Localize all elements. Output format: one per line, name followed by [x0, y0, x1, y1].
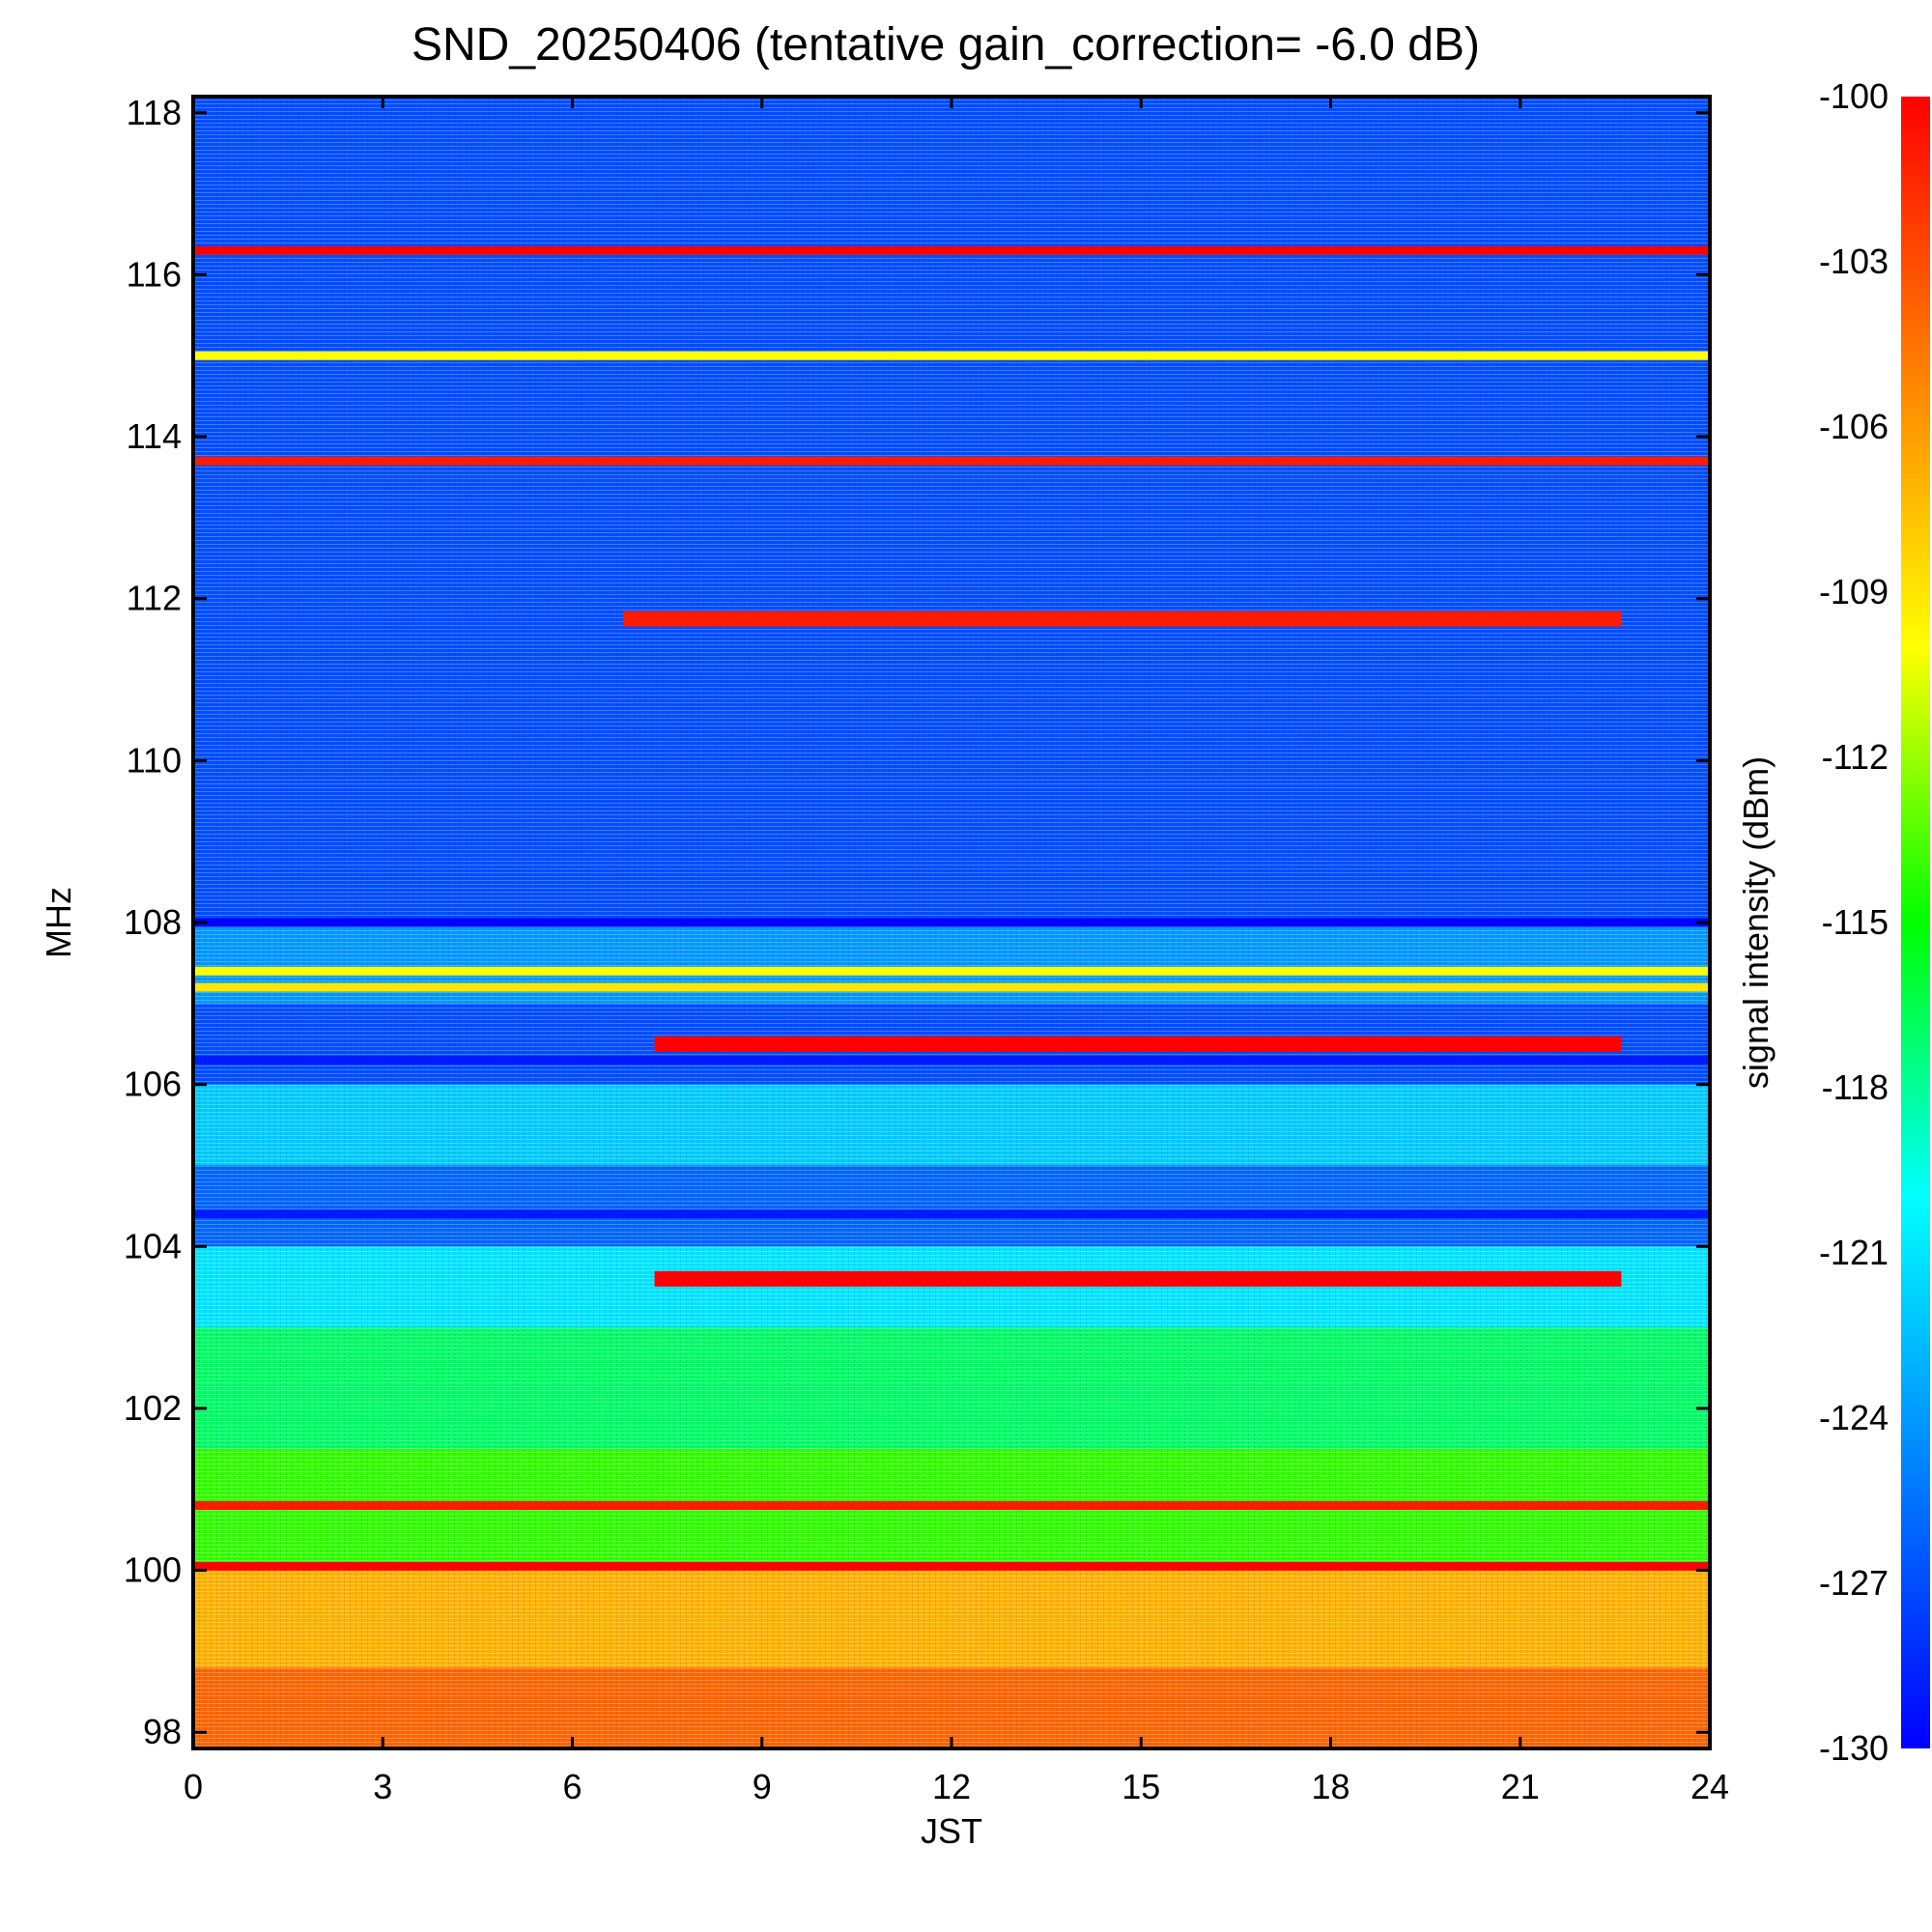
y-tick-label: 114	[127, 416, 182, 456]
y-tick-label: 110	[127, 740, 182, 780]
colorbar-tick-label: -118	[1822, 1067, 1889, 1107]
colorbar-tick-label: -121	[1819, 1233, 1889, 1272]
colorbar-ticks: -100 -103 -106 -109 -112 -115 -118 -121 -124 -127…	[1819, 76, 1889, 1768]
y-axis-label: MHz	[39, 887, 78, 958]
x-tick-label: 21	[1501, 1767, 1540, 1806]
x-tick-label: 24	[1690, 1767, 1729, 1806]
colorbar-tick-label: -100	[1819, 76, 1889, 116]
signal-trace	[193, 456, 1710, 466]
y-tick-label: 102	[124, 1388, 182, 1428]
signal-trace	[193, 351, 1710, 360]
y-tick-label: 118	[127, 93, 182, 132]
colorbar-tick-label: -112	[1822, 737, 1889, 777]
colorbar	[1901, 97, 1930, 1748]
colorbar-tick-label: -106	[1819, 407, 1889, 446]
signal-trace	[654, 1270, 1622, 1287]
signal-layer	[193, 245, 1710, 1571]
y-tick-label: 108	[124, 902, 182, 942]
y-tick-label: 100	[124, 1550, 182, 1590]
signal-trace	[193, 1209, 1710, 1219]
signal-trace	[193, 966, 1710, 976]
colorbar-tick-label: -115	[1822, 902, 1889, 942]
y-tick-label: 104	[124, 1226, 182, 1265]
x-tick-label: 0	[184, 1767, 203, 1806]
y-axis: 98 100 102 104 106 108 110 112 114 116 118	[124, 93, 1710, 1751]
x-axis: 0 3 6 9 12 15 18 21 24	[184, 97, 1729, 1806]
colorbar-tick-label: -124	[1819, 1398, 1889, 1437]
signal-trace	[193, 1056, 1710, 1065]
colorbar-label: signal intensity (dBm)	[1736, 756, 1776, 1089]
signal-trace	[622, 611, 1622, 627]
signal-trace	[193, 1501, 1710, 1511]
colorbar-tick-label: -109	[1819, 572, 1889, 611]
x-tick-label: 9	[753, 1767, 772, 1806]
x-axis-label: JST	[921, 1811, 982, 1851]
y-tick-label: 106	[124, 1065, 182, 1104]
x-tick-label: 15	[1122, 1767, 1160, 1806]
signal-trace	[193, 1561, 1710, 1571]
colorbar-tick-label: -103	[1819, 242, 1889, 281]
x-tick-label: 12	[932, 1767, 971, 1806]
colorbar-tick-label: -130	[1819, 1728, 1889, 1768]
y-tick-label: 116	[127, 254, 182, 294]
signal-trace	[193, 918, 1710, 927]
x-tick-label: 18	[1311, 1767, 1350, 1806]
signal-trace	[193, 245, 1710, 255]
signal-trace	[654, 1036, 1622, 1052]
chart-title: SND_20250406 (tentative gain_correction=…	[412, 19, 1480, 71]
colorbar-tick-label: -127	[1819, 1563, 1889, 1603]
x-tick-label: 3	[373, 1767, 392, 1806]
y-tick-label: 98	[143, 1712, 182, 1751]
signal-trace	[193, 982, 1710, 992]
x-tick-label: 6	[562, 1767, 582, 1806]
y-tick-label: 112	[127, 579, 182, 618]
